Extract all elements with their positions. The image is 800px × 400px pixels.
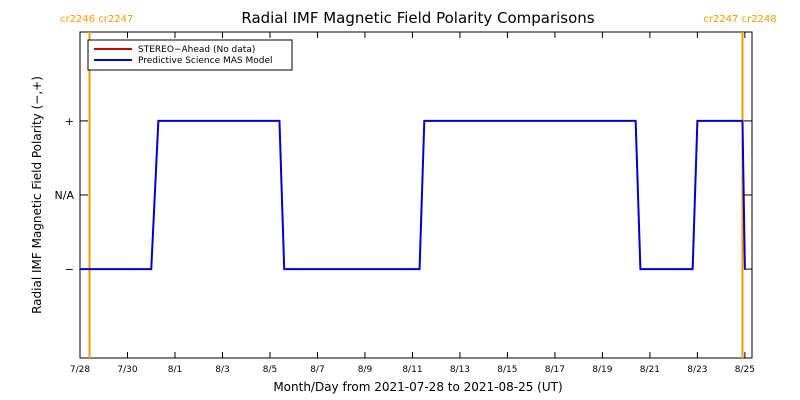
legend-label: STEREO−Ahead (No data) xyxy=(138,45,255,55)
legend-box xyxy=(87,39,293,71)
x-tick-label: 8/17 xyxy=(545,365,565,375)
x-tick-label: 8/21 xyxy=(640,365,660,375)
y-tick-label: − xyxy=(65,263,74,276)
series-point xyxy=(157,120,160,122)
plot-area: 7/28 7/30 8/1 8/3 8/5 8/7 8/9 8/11 8/13 8/15 8/17 8… xyxy=(55,14,777,375)
series-point xyxy=(418,268,421,270)
series-point xyxy=(741,120,744,122)
legend-label: Predictive Science MAS Model xyxy=(138,56,273,66)
x-tick-label: 8/19 xyxy=(592,365,612,375)
series-point xyxy=(691,268,694,270)
series-point xyxy=(278,120,281,122)
series-point xyxy=(423,120,426,122)
series-point xyxy=(639,268,642,270)
chart-title: Radial IMF Magnetic Field Polarity Compa… xyxy=(241,9,594,27)
y-tick-label: + xyxy=(65,115,74,128)
y-tick-label: N/A xyxy=(55,189,75,202)
carrington-marker-label: cr2246 cr2247 xyxy=(60,14,133,25)
x-tick-label: 8/11 xyxy=(402,365,422,375)
series-point xyxy=(744,268,746,270)
x-tick-label: 8/13 xyxy=(450,365,470,375)
x-tick-label: 8/23 xyxy=(687,365,707,375)
series-point xyxy=(79,268,81,270)
series-point xyxy=(634,120,637,122)
series-point xyxy=(696,120,699,122)
x-tick-label: 8/3 xyxy=(215,365,229,375)
x-tick-label: 7/28 xyxy=(70,365,90,375)
carrington-marker-label: cr2247 cr2248 xyxy=(703,14,776,25)
series-point xyxy=(283,268,286,270)
x-tick-label: 7/30 xyxy=(117,365,137,375)
x-tick-label: 8/9 xyxy=(358,365,373,375)
x-axis-label: Month/Day from 2021-07-28 to 2021-08-25 … xyxy=(273,380,562,394)
series-point xyxy=(150,268,153,270)
x-tick-label: 8/15 xyxy=(497,365,517,375)
x-tick-label: 8/25 xyxy=(735,365,755,375)
x-tick-label: 8/5 xyxy=(263,365,277,375)
x-tick-label: 8/7 xyxy=(310,365,324,375)
x-tick-label: 8/1 xyxy=(168,365,182,375)
y-axis-label: Radial IMF Magnetic Field Polarity (−,+) xyxy=(30,76,44,314)
